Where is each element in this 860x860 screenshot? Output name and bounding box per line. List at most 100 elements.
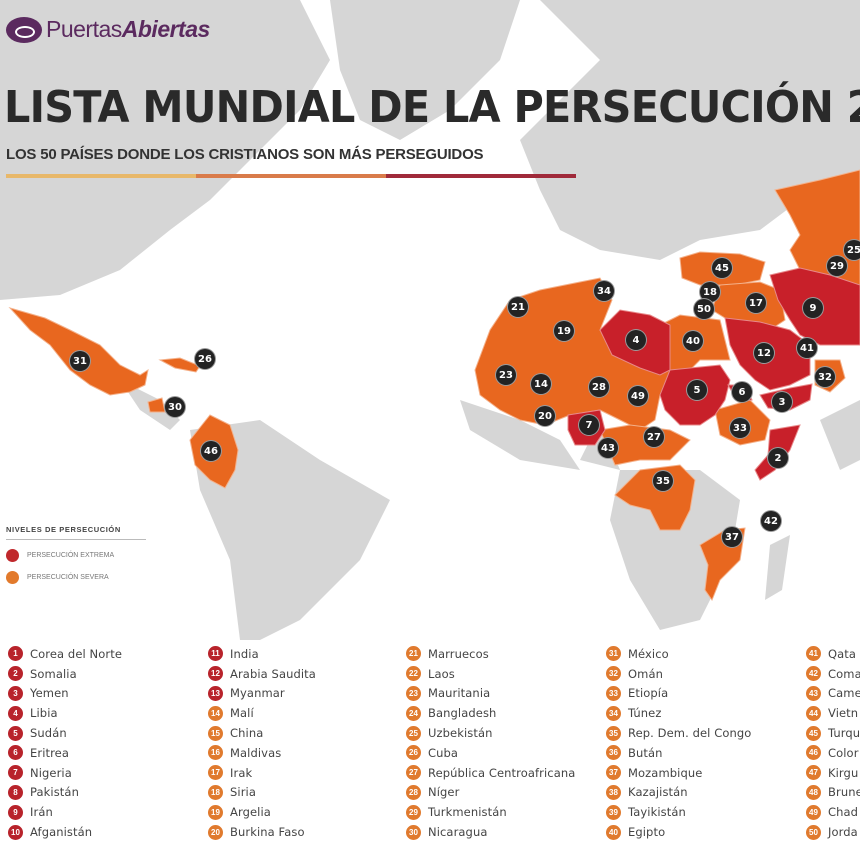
country-name: Irak <box>230 765 253 780</box>
rank-badge: 9 <box>8 804 23 820</box>
list-item: 34 Túnez <box>606 703 806 723</box>
rank-badge: 26 <box>406 745 421 761</box>
map-marker: 31 <box>69 350 91 372</box>
map-marker: 14 <box>530 373 552 395</box>
list-item: 13 Myanmar <box>208 684 408 704</box>
legend-item-extreme: PERSECUCIÓN EXTREMA <box>6 549 146 562</box>
rank-badge: 19 <box>208 804 223 820</box>
country-name: Siria <box>230 785 256 800</box>
page-subtitle: LOS 50 PAÍSES DONDE LOS CRISTIANOS SON M… <box>6 146 484 163</box>
country-name: Turkmenistán <box>428 805 507 820</box>
rank-badge: 28 <box>406 784 421 800</box>
map-marker: 40 <box>682 330 704 352</box>
map-marker: 37 <box>721 526 743 548</box>
list-item: 5 Sudán <box>8 723 208 743</box>
map-marker: 33 <box>729 417 751 439</box>
list-item: 9 Irán <box>8 802 208 822</box>
list-item: 19 Argelia <box>208 802 408 822</box>
rank-badge: 24 <box>406 705 421 721</box>
list-item: 24 Bangladesh <box>406 703 606 723</box>
map-marker: 49 <box>627 385 649 407</box>
rank-badge: 15 <box>208 725 223 741</box>
country-name: República Centroafricana <box>428 765 576 780</box>
rank-badge: 23 <box>406 685 421 701</box>
rank-badge: 30 <box>406 824 421 840</box>
rank-badge: 34 <box>606 705 621 721</box>
rank-badge: 13 <box>208 685 223 701</box>
list-item: 6 Eritrea <box>8 743 208 763</box>
list-item: 37 Mozambique <box>606 763 806 783</box>
rank-badge: 17 <box>208 765 223 781</box>
list-item: 27 República Centroafricana <box>406 763 606 783</box>
list-item: 3 Yemen <box>8 684 208 704</box>
list-item: 44 Vietn <box>806 703 860 723</box>
list-item: 15 China <box>208 723 408 743</box>
map-marker: 26 <box>194 348 216 370</box>
rank-badge: 4 <box>8 705 23 721</box>
rank-badge: 20 <box>208 824 223 840</box>
country-name: Corea del Norte <box>30 646 122 661</box>
country-name: Yemen <box>30 686 69 701</box>
map-marker: 41 <box>796 337 818 359</box>
country-name: Tayikistán <box>628 805 686 820</box>
rank-badge: 27 <box>406 765 421 781</box>
rank-badge: 22 <box>406 666 421 682</box>
country-name: Turqu <box>828 726 860 741</box>
country-name: China <box>230 726 264 741</box>
list-item: 23 Mauritania <box>406 684 606 704</box>
rank-badge: 1 <box>8 646 23 662</box>
country-name: Mauritania <box>428 686 491 701</box>
country-name: Túnez <box>628 706 662 721</box>
rank-badge: 10 <box>8 824 23 840</box>
country-name: Pakistán <box>30 785 79 800</box>
country-name: Laos <box>428 666 455 681</box>
rank-badge: 41 <box>806 646 821 662</box>
list-item: 46 Color <box>806 743 860 763</box>
country-name: Marruecos <box>428 646 489 661</box>
list-item: 18 Siria <box>208 783 408 803</box>
rank-badge: 43 <box>806 685 821 701</box>
country-name: Vietn <box>828 706 859 721</box>
map-marker: 45 <box>711 257 733 279</box>
list-column-3: 21 Marruecos 22 Laos 23 Mauritania 24 Banglades… <box>406 644 606 842</box>
rank-badge: 33 <box>606 685 621 701</box>
list-item: 8 Pakistán <box>8 783 208 803</box>
list-item: 38 Kazajistán <box>606 783 806 803</box>
list-item: 31 México <box>606 644 806 664</box>
map-marker: 5 <box>686 379 708 401</box>
title-rule <box>6 174 576 178</box>
brand-name-bold: Abiertas <box>121 16 211 42</box>
list-item: 43 Came <box>806 684 860 704</box>
list-item: 50 Jorda <box>806 822 860 842</box>
list-item: 20 Burkina Faso <box>208 822 408 842</box>
rank-badge: 48 <box>806 784 821 800</box>
map-marker: 7 <box>578 414 600 436</box>
fish-logo-icon <box>6 16 42 43</box>
world-map <box>0 0 860 640</box>
list-item: 48 Brune <box>806 783 860 803</box>
country-name: Irán <box>30 805 53 820</box>
brand-name-regular: Puertas <box>46 16 122 42</box>
list-item: 17 Irak <box>208 763 408 783</box>
list-item: 11 India <box>208 644 408 664</box>
country-name: Rep. Dem. del Congo <box>628 726 752 741</box>
map-marker: 2 <box>767 447 789 469</box>
country-name: Argelia <box>230 805 271 820</box>
rank-badge: 18 <box>208 784 223 800</box>
list-item: 45 Turqu <box>806 723 860 743</box>
map-marker: 21 <box>507 296 529 318</box>
country-name: Mozambique <box>628 765 703 780</box>
brand-logo: PuertasAbiertas <box>6 16 210 43</box>
list-item: 41 Qata <box>806 644 860 664</box>
country-name: Omán <box>628 666 663 681</box>
rank-badge: 36 <box>606 745 621 761</box>
rank-badge: 37 <box>606 765 621 781</box>
rank-badge: 8 <box>8 784 23 800</box>
rank-badge: 21 <box>406 646 421 662</box>
map-marker: 23 <box>495 364 517 386</box>
country-name: Kazajistán <box>628 785 688 800</box>
list-column-2: 11 India 12 Arabia Saudita 13 Myanmar 14 Malí 15… <box>208 644 408 842</box>
rank-badge: 46 <box>806 745 821 761</box>
list-item: 40 Egipto <box>606 822 806 842</box>
rank-badge: 6 <box>8 745 23 761</box>
